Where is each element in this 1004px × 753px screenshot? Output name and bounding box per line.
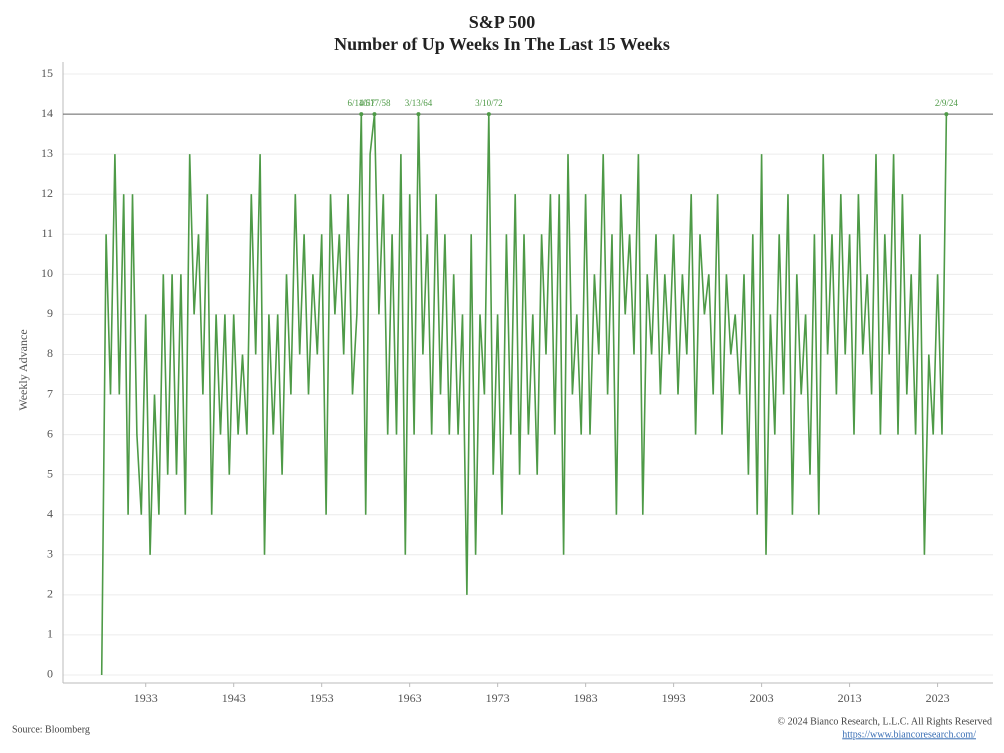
link[interactable]: https://www.biancoresearch.com/: [842, 729, 976, 740]
y-tick-label: 12: [41, 186, 53, 200]
y-tick-label: 1: [47, 627, 53, 641]
annotation: 3/13/64: [405, 98, 433, 108]
annotation: 2/9/24: [935, 98, 959, 108]
x-tick-label: 2003: [750, 691, 774, 705]
annotation: 10/17/58: [358, 98, 391, 108]
annotation: 6/14/57: [348, 98, 376, 108]
y-tick-label: 9: [47, 306, 53, 320]
x-tick-label: 1953: [310, 691, 334, 705]
source: Source: Bloomberg: [12, 724, 90, 735]
x-tick-label: 2023: [926, 691, 950, 705]
y-tick-label: 15: [41, 66, 53, 80]
annotation-dot: [359, 112, 364, 117]
x-tick-label: 1943: [222, 691, 246, 705]
y-tick-label: 6: [47, 426, 53, 440]
x-tick-label: 1983: [574, 691, 598, 705]
annotation: 3/10/72: [475, 98, 503, 108]
y-tick-label: 7: [47, 386, 53, 400]
copyright: © 2024 Bianco Research, L.L.C. All Right…: [777, 716, 992, 727]
x-tick-label: 1993: [662, 691, 686, 705]
y-axis-label: Weekly Advance: [16, 329, 30, 410]
x-tick-label: 2013: [838, 691, 862, 705]
y-tick-label: 0: [47, 667, 53, 681]
annotation-dot: [416, 112, 421, 117]
chart-subtitle: Number of Up Weeks In The Last 15 Weeks: [334, 34, 670, 54]
y-tick-label: 14: [41, 106, 53, 120]
y-tick-label: 13: [41, 146, 53, 160]
annotation-dot: [944, 112, 949, 117]
y-tick-label: 3: [47, 547, 53, 561]
y-tick-label: 11: [41, 226, 53, 240]
x-tick-label: 1933: [134, 691, 158, 705]
y-tick-label: 10: [41, 266, 53, 280]
y-tick-label: 2: [47, 587, 53, 601]
y-tick-label: 8: [47, 346, 53, 360]
chart-title: S&P 500: [469, 12, 536, 32]
y-tick-label: 4: [47, 506, 53, 520]
x-tick-label: 1973: [486, 691, 510, 705]
y-tick-label: 5: [47, 466, 53, 480]
x-tick-label: 1963: [398, 691, 422, 705]
annotation-dot: [372, 112, 377, 117]
annotation-dot: [486, 112, 491, 117]
data-line: [100, 114, 948, 676]
